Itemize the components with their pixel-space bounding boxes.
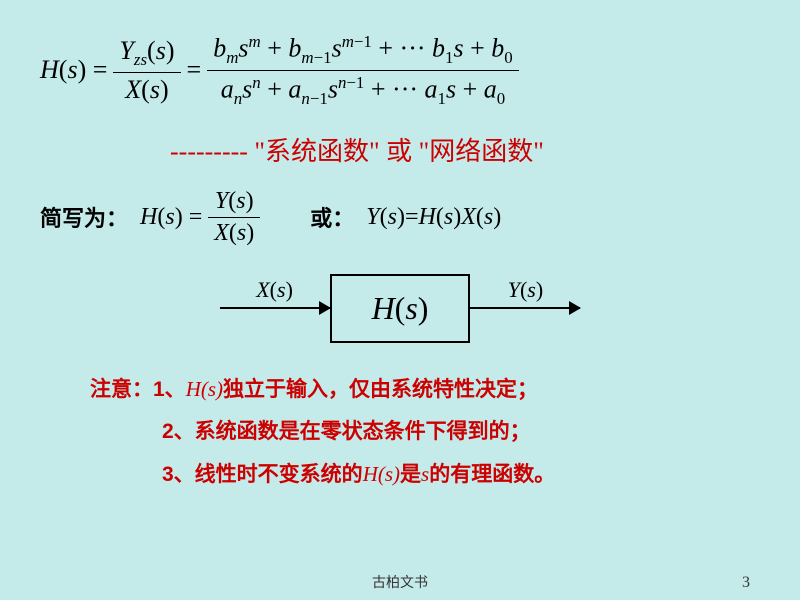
system-block: H(s): [330, 274, 471, 343]
fraction-2: bmsm + bm−1sm−1 + ··· b1s + b0 ansn + an…: [207, 30, 519, 111]
page-number: 3: [742, 574, 750, 592]
output-label: Y(s): [470, 277, 580, 303]
abbreviated-row: 简写为： H(s) = Y(s) X(s) 或： Y(s) = H(s)X(s): [40, 186, 760, 249]
equals: =: [187, 55, 202, 85]
notes-section: 注意：1、H(s)独立于输入，仅由系统特性决定； 2、系统函数是在零状态条件下得…: [90, 368, 760, 496]
output-arrow: Y(s): [470, 307, 580, 309]
main-equation: H(s) = Yzs(s) X(s) = bmsm + bm−1sm−1 + ·…: [40, 30, 760, 111]
product-equation: Y(s) = H(s)X(s): [366, 204, 501, 231]
abbrev-equation: H(s) = Y(s) X(s): [140, 186, 266, 249]
input-arrow: X(s): [220, 307, 330, 309]
slide-content: H(s) = Yzs(s) X(s) = bmsm + bm−1sm−1 + ·…: [0, 0, 800, 496]
eq-lhs: H(s) =: [40, 55, 107, 85]
abbrev-label: 简写为：: [40, 201, 128, 233]
block-diagram: X(s) H(s) Y(s): [40, 274, 760, 343]
footer-text: 古柏文书: [0, 572, 800, 592]
note-3: 3、线性时不变系统的H(s)是s的有理函数。: [162, 453, 760, 496]
note-2: 2、系统函数是在零状态条件下得到的；: [162, 411, 760, 453]
note-1: 注意：1、H(s)独立于输入，仅由系统特性决定；: [90, 368, 760, 411]
or-label: 或：: [310, 201, 354, 233]
input-label: X(s): [220, 277, 330, 303]
red-definition-label: --------- "系统函数" 或 "网络函数": [170, 131, 760, 168]
fraction-1: Yzs(s) X(s): [113, 34, 180, 107]
